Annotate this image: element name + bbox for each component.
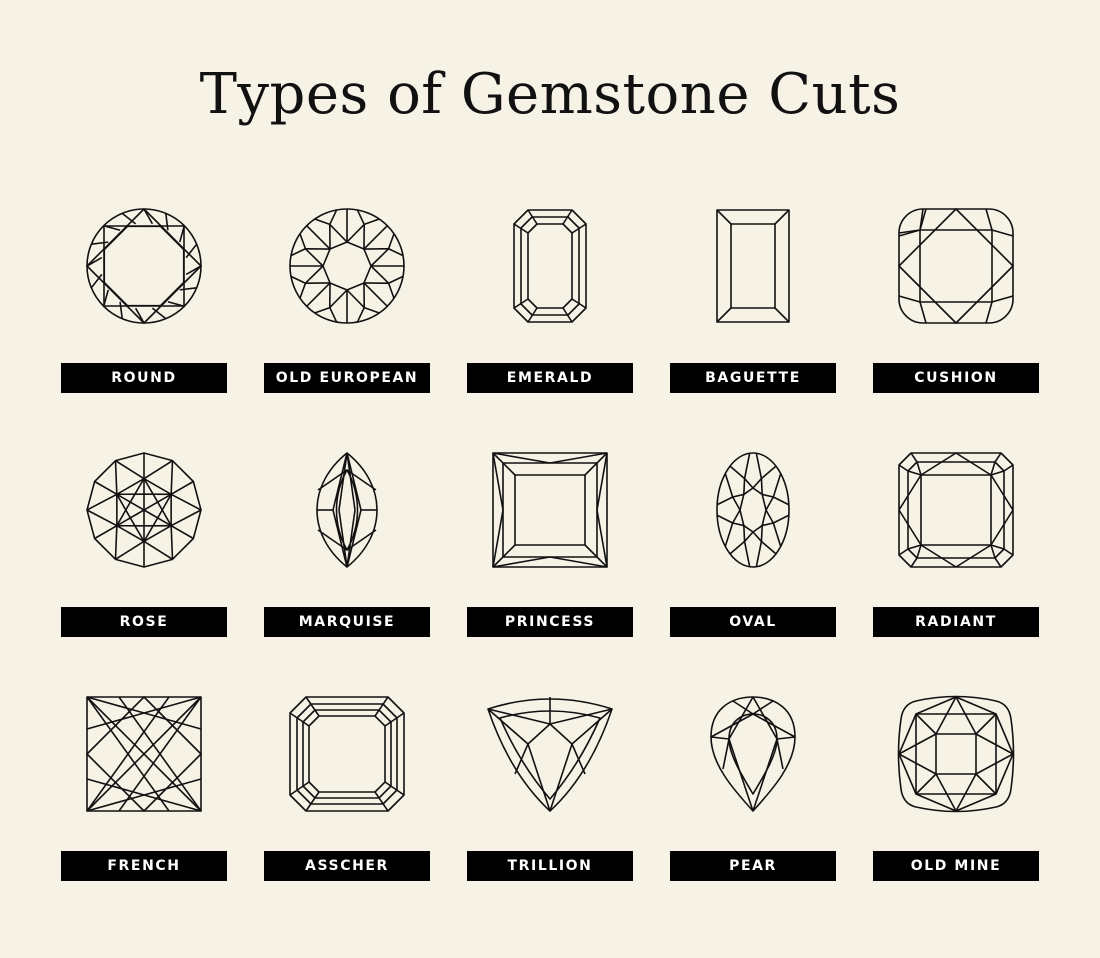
princess-cut-icon xyxy=(492,452,608,568)
label-radiant: RADIANT xyxy=(873,607,1039,637)
asscher-cut-icon xyxy=(289,696,405,812)
label-trillion: TRILLION xyxy=(467,851,633,881)
label-marquise: MARQUISE xyxy=(264,607,430,637)
french-cut-icon xyxy=(86,696,202,812)
label-rose: ROSE xyxy=(61,607,227,637)
round-cut-icon xyxy=(86,208,202,324)
label-old-mine: OLD MINE xyxy=(873,851,1039,881)
trillion-cut-icon xyxy=(487,697,613,812)
emerald-cut-icon xyxy=(513,209,587,323)
label-french: FRENCH xyxy=(61,851,227,881)
label-princess: PRINCESS xyxy=(467,607,633,637)
old-european-cut-icon xyxy=(289,208,405,324)
label-emerald: EMERALD xyxy=(467,363,633,393)
label-round: ROUND xyxy=(61,363,227,393)
label-oval: OVAL xyxy=(670,607,836,637)
page-title: Types of Gemstone Cuts xyxy=(199,62,901,127)
baguette-cut-icon xyxy=(716,209,790,323)
oval-cut-icon xyxy=(716,452,790,568)
label-asscher: ASSCHER xyxy=(264,851,430,881)
radiant-cut-icon xyxy=(898,452,1014,568)
label-old-european: OLD EUROPEAN xyxy=(264,363,430,393)
rose-cut-icon xyxy=(86,452,202,568)
marquise-cut-icon xyxy=(316,452,378,568)
cushion-cut-icon xyxy=(898,208,1014,324)
label-pear: PEAR xyxy=(670,851,836,881)
old-mine-cut-icon xyxy=(897,695,1015,813)
label-baguette: BAGUETTE xyxy=(670,363,836,393)
pear-cut-icon xyxy=(710,696,796,812)
label-cushion: CUSHION xyxy=(873,363,1039,393)
